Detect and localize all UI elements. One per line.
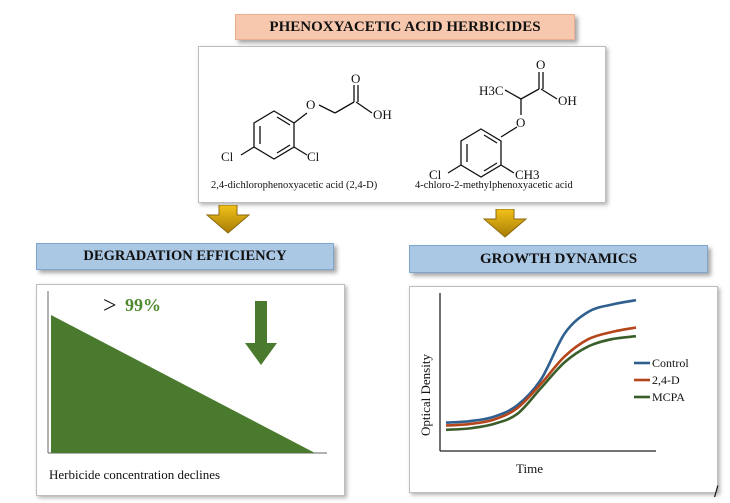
molecule-2-4-d [240,85,373,160]
atom-o-carbonyl-right: O [536,57,545,72]
growth-x-label: Time [516,461,543,476]
percent-label: 99% [125,295,161,315]
atom-h3c-right: H3C [479,83,504,98]
title-banner: PHENOXYACETIC ACID HERBICIDES [235,14,575,40]
greater-than-symbol: > [103,293,117,319]
green-down-arrow-icon [245,301,277,365]
down-arrow-right-icon [482,209,528,238]
title: PHENOXYACETIC ACID HERBICIDES [269,18,541,35]
growth-chart: Optical Density Time Control 2,4-D MCPA [418,293,689,476]
degradation-panel: > 99% Herbicide concentration declines [36,284,345,496]
molecule-structures: O O OH Cl Cl 2,4-dichlorophenoxyacetic a… [211,57,577,191]
footer-mark: / [714,484,719,501]
atom-o-carbonyl-left: O [351,71,360,86]
degradation-banner: DEGRADATION EFFICIENCY [36,243,334,270]
molecule-panel: O O OH Cl Cl 2,4-dichlorophenoxyacetic a… [198,46,606,203]
growth-y-label: Optical Density [418,354,433,436]
atom-o-ether-left: O [306,97,315,112]
series-line-control [445,298,637,424]
atom-ch3-right: CH3 [515,167,540,182]
legend-label-0: Control [652,356,689,370]
legend-label-2: MCPA [652,390,685,404]
molecule-mcpa [447,72,558,178]
series-line-mcpa [445,334,637,432]
atom-cl-left-2: Cl [307,149,320,164]
concentration-triangle [51,315,315,453]
caption-left-molecule: 2,4-dichlorophenoxyacetic acid (2,4-D) [211,180,378,191]
degradation-title: DEGRADATION EFFICIENCY [83,248,287,264]
growth-legend: Control 2,4-D MCPA [634,356,689,404]
atom-oh-left: OH [373,107,392,122]
benzene-ring-right [460,128,502,178]
atom-oh-right: OH [558,93,577,108]
atom-cl-left-1: Cl [221,149,234,164]
growth-panel: Optical Density Time Control 2,4-D MCPA [409,286,718,493]
growth-banner: GROWTH DYNAMICS [409,245,708,273]
growth-title: GROWTH DYNAMICS [479,250,638,267]
growth-series [445,298,637,432]
degradation-graphic: > 99% Herbicide concentration declines [47,291,327,482]
atom-o-ether-right: O [516,115,525,130]
atom-cl-right: Cl [429,167,442,182]
legend-label-1: 2,4-D [652,373,680,387]
caption-right-molecule: 4-chloro-2-methylphenoxyacetic acid [415,180,573,191]
down-arrow-left-icon [205,205,251,234]
series-line-2-4-d [445,326,637,427]
degradation-caption: Herbicide concentration declines [49,467,220,482]
